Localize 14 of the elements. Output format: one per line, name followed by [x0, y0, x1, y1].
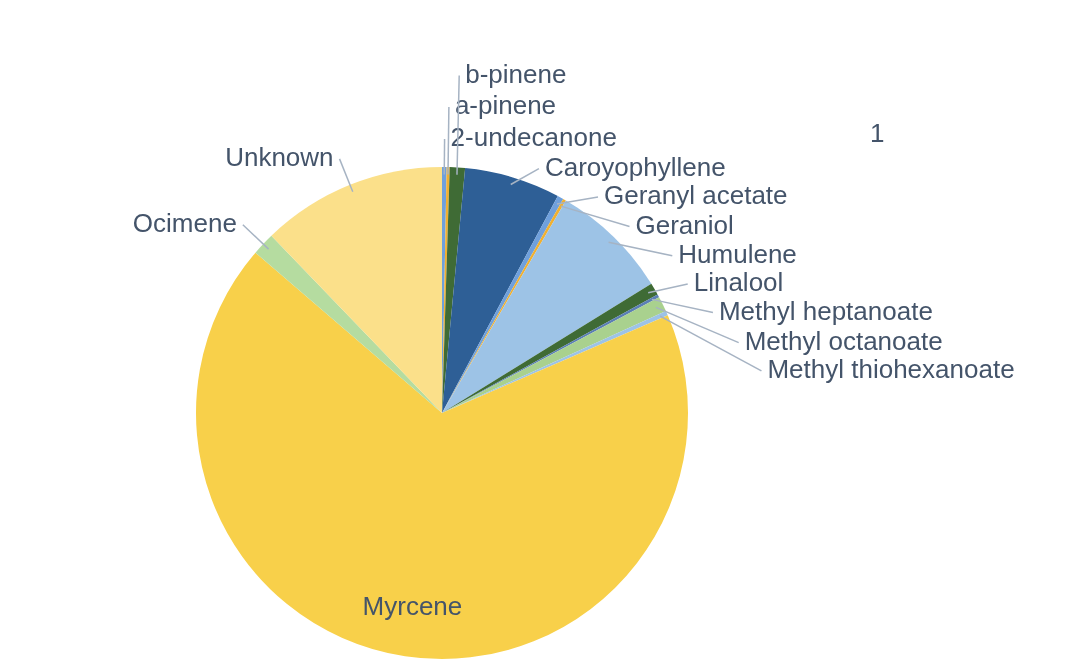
slice-label: a-pinene	[454, 90, 557, 121]
slice-label: Geranyl acetate	[604, 180, 788, 211]
slice-label: 2-undecanone	[450, 122, 617, 153]
slice-label: Myrcene	[362, 590, 463, 621]
slice-label: Ocimene	[132, 207, 237, 238]
slice-label: Linalool	[693, 267, 784, 298]
slice-label: Unknown	[225, 142, 334, 173]
slice-label: Methyl heptanoate	[718, 295, 933, 326]
slice-label: b-pinene	[465, 58, 567, 89]
text: 1	[870, 118, 885, 149]
slice-label: Geraniol	[635, 209, 734, 240]
slice-label: Caroyophyllene	[544, 151, 726, 182]
slice-label: Humulene	[678, 239, 797, 270]
slice-label: Methyl octanoate	[744, 325, 943, 356]
